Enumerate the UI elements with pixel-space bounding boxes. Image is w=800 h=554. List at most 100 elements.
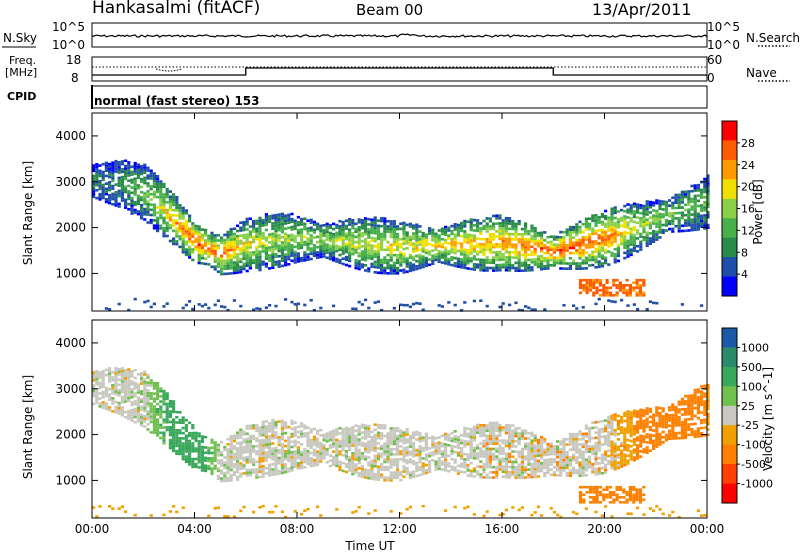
power-cell — [194, 248, 198, 251]
velocity-cell — [428, 447, 432, 450]
power-cell — [645, 210, 649, 214]
velocity-cell — [280, 419, 284, 423]
power-cell — [162, 208, 166, 212]
velocity-cell — [264, 427, 268, 431]
velocity-cell — [418, 432, 422, 435]
velocity-cell — [232, 444, 236, 448]
power-cell — [220, 272, 224, 276]
power-cell — [332, 238, 336, 241]
power-cell — [319, 227, 323, 230]
power-cell — [274, 216, 278, 220]
power-cell — [703, 216, 707, 220]
power-cell — [629, 206, 633, 210]
power-noise-cell — [220, 305, 224, 308]
velocity-cell — [261, 467, 265, 471]
velocity-cell — [296, 448, 300, 452]
velocity-cell — [200, 466, 204, 470]
velocity-cell — [498, 468, 502, 471]
power-cell — [536, 265, 540, 269]
velocity-cell — [373, 465, 377, 468]
power-cell — [504, 258, 508, 262]
velocity-cell — [271, 463, 275, 466]
nave-dip — [155, 68, 182, 72]
power-cell — [412, 266, 416, 269]
power-cell — [693, 212, 697, 216]
velocity-cell — [367, 445, 371, 449]
velocity-cell — [328, 438, 332, 442]
power-cell — [696, 199, 700, 203]
velocity-cell — [460, 465, 464, 468]
power-patch-cell — [628, 294, 632, 297]
power-cell — [504, 216, 508, 220]
velocity-cell — [351, 439, 355, 442]
velocity-cell — [101, 377, 105, 381]
velocity-cell — [472, 425, 476, 429]
power-cell — [680, 190, 684, 194]
power-cell — [488, 240, 492, 244]
velocity-cell — [421, 470, 425, 473]
power-cell — [549, 253, 553, 257]
power-patch-cell — [632, 289, 636, 292]
velocity-cell — [306, 457, 310, 461]
power-cell — [332, 253, 336, 257]
power-cell — [623, 241, 627, 244]
velocity-cell — [367, 450, 371, 454]
power-cell — [248, 256, 252, 260]
power-cell — [533, 227, 537, 230]
power-cell — [524, 232, 528, 236]
power-cell — [492, 232, 496, 236]
power-cell — [226, 262, 230, 265]
velocity-noise-cell — [316, 505, 320, 509]
velocity-cell — [412, 441, 416, 445]
velocity-cell — [293, 455, 297, 458]
power-cell — [348, 223, 352, 226]
power-cell — [319, 234, 323, 238]
power-cell — [594, 255, 598, 259]
velocity-cell — [434, 463, 438, 466]
velocity-cell — [165, 413, 169, 416]
power-cell — [274, 224, 278, 227]
velocity-cell — [255, 476, 259, 479]
velocity-cell — [210, 441, 214, 444]
power-cells — [92, 159, 710, 312]
power-cell — [348, 220, 352, 224]
power-cell — [501, 242, 505, 246]
power-cell — [344, 237, 348, 241]
power-cell — [280, 254, 284, 257]
power-cell — [271, 232, 275, 236]
velocity-noise-cell — [453, 505, 457, 509]
power-cell — [284, 232, 288, 236]
velocity-cell — [108, 367, 112, 370]
velocity-cell — [396, 453, 400, 456]
velocity-cell — [469, 472, 473, 475]
power-cell — [527, 253, 531, 257]
velocity-cell — [319, 460, 323, 463]
power-cell — [303, 256, 307, 259]
velocity-cell — [565, 456, 569, 459]
velocity-cell — [287, 441, 291, 444]
velocity-cell — [520, 460, 524, 464]
velocity-cell — [508, 447, 512, 451]
power-cell — [188, 219, 192, 223]
power-cell — [629, 251, 633, 254]
power-cell — [216, 262, 220, 266]
velocity-cell — [575, 469, 579, 472]
velocity-cell — [380, 431, 384, 435]
power-cell — [469, 220, 473, 224]
power-cell — [412, 234, 416, 238]
power-cell — [636, 205, 640, 209]
power-cell — [584, 235, 588, 239]
power-cell — [668, 222, 672, 226]
power-cell — [456, 265, 460, 268]
velocity-cell — [162, 395, 166, 398]
velocity-cell — [127, 399, 131, 402]
power-cell — [124, 169, 128, 173]
power-cell — [604, 214, 608, 218]
power-cell — [146, 213, 150, 216]
velocity-cell — [229, 463, 233, 467]
power-cell — [277, 247, 281, 250]
velocity-cell — [472, 449, 476, 452]
power-cell — [325, 222, 329, 226]
velocity-cell — [130, 382, 134, 386]
power-cell — [383, 271, 387, 275]
